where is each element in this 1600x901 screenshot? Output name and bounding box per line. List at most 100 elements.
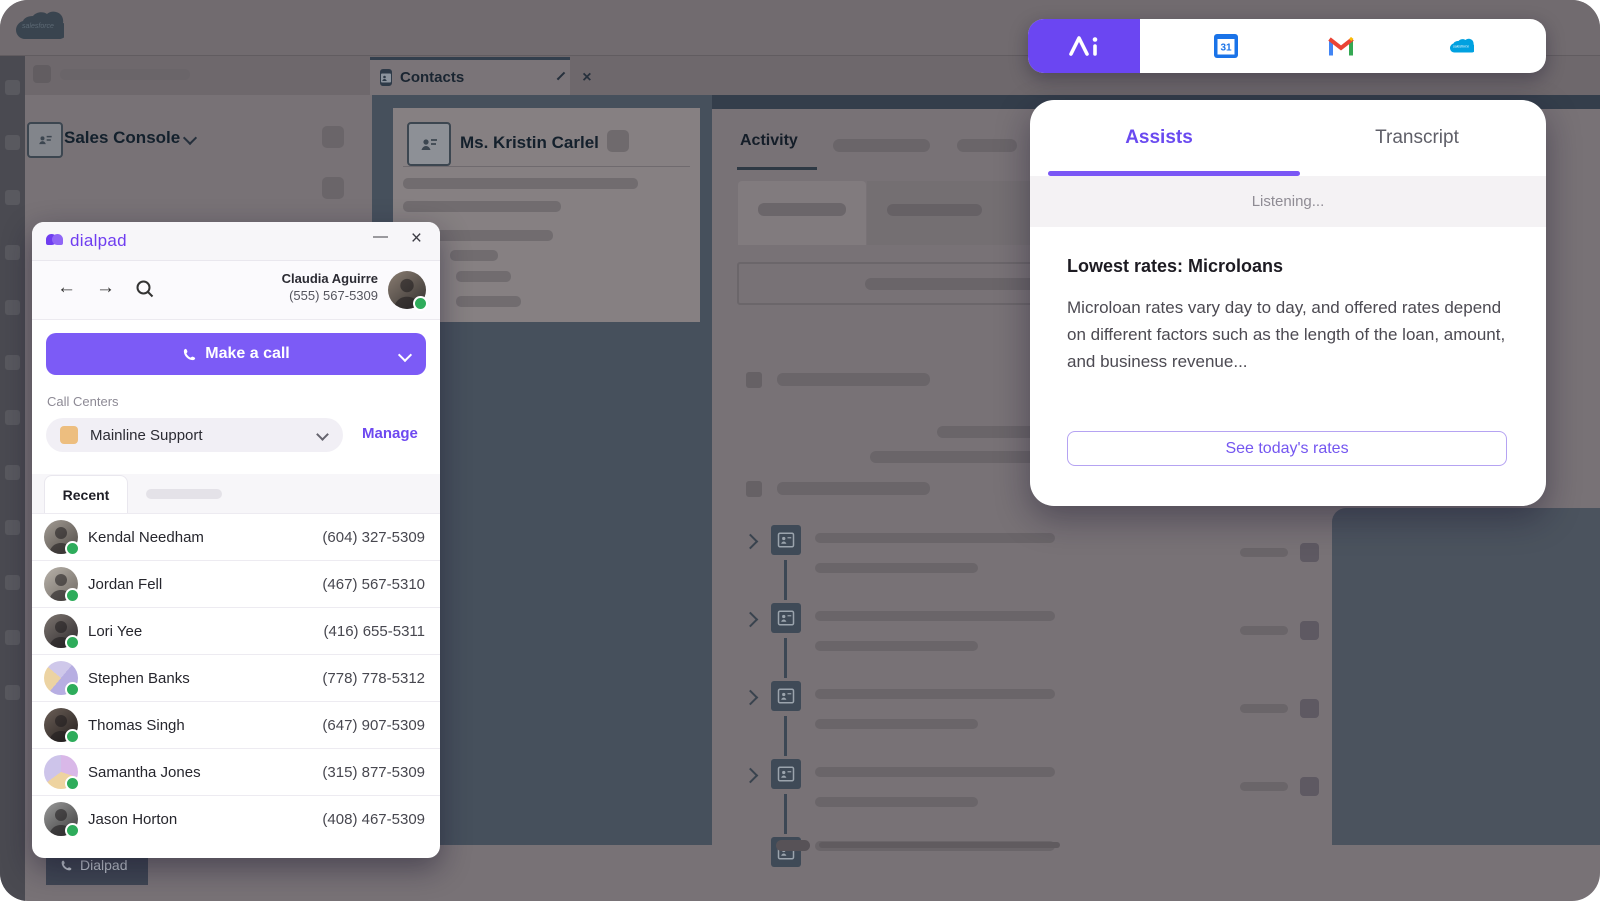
chevron-down-icon[interactable]	[397, 347, 413, 363]
tab-assists[interactable]: Assists	[1125, 127, 1193, 148]
google-calendar-icon[interactable]: 31	[1213, 33, 1239, 59]
contact-detail-card: Ms. Kristin Carlel	[393, 108, 700, 322]
svg-text:salesforce: salesforce	[1453, 44, 1469, 48]
chevron-down-icon[interactable]	[556, 71, 566, 80]
user-phone: (555) 567-5309	[289, 288, 378, 303]
assist-card-title: Lowest rates: Microloans	[1067, 256, 1284, 276]
call-center-select[interactable]: Mainline Support	[46, 418, 343, 452]
close-button[interactable]: ×	[410, 228, 422, 249]
presence-dot	[65, 541, 80, 556]
salesforce-icon[interactable]: salesforce	[1448, 33, 1474, 59]
forward-button[interactable]: →	[96, 277, 115, 298]
contact-name: Ms. Kristin Carlel	[460, 133, 599, 152]
left-utility-rail	[0, 56, 25, 901]
contact-name: Samantha Jones	[88, 763, 201, 781]
dialpad-ai-icon	[1069, 36, 1098, 56]
skeleton-bar	[403, 201, 561, 212]
list-item[interactable]: Stephen Banks (778) 778-5312	[32, 654, 440, 701]
chevron-down-icon[interactable]	[182, 130, 198, 146]
contact-name: Lori Yee	[88, 622, 143, 640]
presence-dot	[65, 588, 80, 603]
list-item[interactable]: Samantha Jones (315) 877-5309	[32, 748, 440, 795]
search-icon[interactable]	[135, 279, 155, 299]
app-toolbar: 31 salesforce	[1028, 19, 1546, 73]
tab-label: Contacts	[400, 69, 465, 86]
tab-transcript[interactable]: Transcript	[1375, 127, 1459, 148]
skeleton-tab	[957, 139, 1017, 152]
contact-card-icon	[407, 122, 451, 166]
avatar	[44, 567, 80, 603]
presence-dot	[65, 823, 80, 838]
skeleton-bar	[777, 482, 930, 495]
presence-dot	[65, 776, 80, 791]
skeleton-bar	[819, 842, 1060, 848]
call-center-icon	[60, 426, 78, 444]
contact-phone: (467) 567-5310	[322, 575, 425, 593]
contact-phone: (408) 467-5309	[322, 810, 425, 828]
dialpad-navbar: ← → Claudia Aguirre (555) 567-5309	[32, 261, 440, 320]
tab-contacts[interactable]: Contacts ×	[370, 57, 592, 95]
salesforce-logo-text: salesforce	[22, 23, 54, 30]
call-log-icon	[746, 372, 762, 388]
skeleton-bar	[60, 69, 190, 80]
avatar	[44, 661, 80, 697]
tab-recent[interactable]: Recent	[44, 475, 128, 514]
skeleton-bar	[777, 373, 930, 386]
active-tab-underline	[1048, 171, 1300, 176]
user-name: Claudia Aguirre	[281, 271, 378, 286]
avatar	[44, 614, 80, 650]
tab-activity[interactable]: Activity	[740, 132, 798, 149]
skeleton-tab	[146, 489, 222, 499]
see-todays-rates-button[interactable]: See today's rates	[1067, 431, 1507, 466]
chevron-right-icon[interactable]	[742, 533, 759, 550]
manage-link[interactable]: Manage	[362, 425, 418, 442]
call-center-selected: Mainline Support	[90, 426, 203, 444]
contact-phone: (315) 877-5309	[322, 763, 425, 781]
skeleton-button	[1300, 543, 1319, 562]
back-button[interactable]: ←	[57, 277, 76, 298]
list-item[interactable]: Kendal Needham (604) 327-5309	[32, 513, 440, 560]
skeleton-icon	[33, 65, 51, 83]
avatar	[44, 802, 80, 838]
list-item[interactable]: Thomas Singh (647) 907-5309	[32, 701, 440, 748]
presence-dot	[413, 296, 428, 311]
dialpad-wordmark: dialpad	[70, 231, 127, 250]
skeleton-bar	[456, 296, 521, 307]
contact-name: Jordan Fell	[88, 575, 163, 593]
active-tab-underline	[737, 167, 817, 170]
skeleton-bar	[403, 178, 638, 189]
calendar-day: 31	[1220, 43, 1232, 54]
contact-name: Kendal Needham	[88, 528, 204, 546]
avatar[interactable]	[388, 271, 428, 311]
contact-phone: (416) 655-5311	[323, 622, 425, 640]
avatar	[44, 708, 80, 744]
make-a-call-button[interactable]: Make a call	[46, 333, 426, 375]
right-sidebar-panel	[1332, 508, 1600, 845]
contact-phone: (604) 327-5309	[322, 528, 425, 546]
skeleton-bar	[450, 250, 498, 261]
skeleton-button	[322, 126, 344, 148]
assist-panel-tabs: Assists Transcript	[1030, 100, 1546, 176]
contact-name: Thomas Singh	[88, 716, 185, 734]
salesforce-logo-icon: salesforce	[16, 11, 64, 39]
list-item[interactable]: Jason Horton (408) 467-5309	[32, 795, 440, 842]
dialpad-ai-tab[interactable]	[1028, 19, 1140, 73]
contact-phone: (778) 778-5312	[322, 669, 425, 687]
recent-contacts-list: Kendal Needham (604) 327-5309 Jordan Fel…	[32, 513, 440, 842]
close-icon[interactable]: ×	[582, 68, 592, 86]
contact-name: Jason Horton	[88, 810, 178, 828]
presence-dot	[65, 729, 80, 744]
call-log-icon	[746, 481, 762, 497]
minimize-button[interactable]: —	[373, 228, 388, 245]
dialpad-titlebar: dialpad — ×	[32, 222, 440, 261]
skeleton-button	[607, 130, 629, 152]
listening-status: Listening...	[1030, 176, 1546, 227]
gmail-icon[interactable]	[1328, 33, 1354, 59]
app-switcher-title[interactable]: Sales Console	[64, 128, 181, 147]
current-user[interactable]: Claudia Aguirre (555) 567-5309	[282, 271, 378, 303]
avatar	[44, 520, 80, 556]
list-item[interactable]: Jordan Fell (467) 567-5310	[32, 560, 440, 607]
list-item[interactable]: Lori Yee (416) 655-5311	[32, 607, 440, 654]
chevron-down-icon	[316, 428, 329, 441]
